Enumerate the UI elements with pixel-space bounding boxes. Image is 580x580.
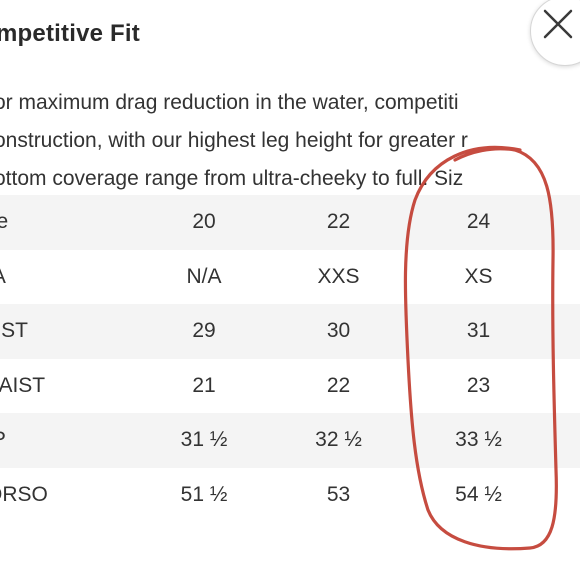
table-cell: XXS — [317, 264, 360, 288]
table-cell: 20 — [162, 195, 246, 250]
table-row: VAIST 21 22 23 — [0, 359, 580, 414]
table-row: /A N/A XXS XS — [0, 250, 580, 305]
row-label: IP — [0, 413, 162, 468]
table-cell: N/A — [186, 264, 222, 288]
table-cell: 31 ½ — [162, 413, 246, 468]
table-cell: 21 — [192, 373, 216, 397]
table-row: ze 20 22 24 — [0, 195, 580, 250]
row-label: ORSO — [0, 482, 48, 506]
close-icon — [543, 9, 573, 39]
table-cell: 32 ½ — [246, 413, 431, 468]
table-cell: 54 ½ — [455, 482, 502, 506]
row-label: VAIST — [0, 373, 46, 397]
table-cell: 22 — [326, 373, 351, 397]
table-cell: 30 — [246, 304, 431, 359]
description-line: ottom coverage range from ultra-cheeky t… — [0, 167, 464, 190]
table-row: UST 29 30 31 — [0, 304, 580, 359]
description-line: onstruction, with our highest leg height… — [0, 129, 468, 152]
table-cell: 33 ½ — [431, 413, 526, 468]
table-row: IP 31 ½ 32 ½ 33 ½ — [0, 413, 580, 468]
size-chart-table: ze 20 22 24 /A N/A XXS XS UST 29 30 31 V… — [0, 195, 580, 522]
table-cell: 22 — [246, 195, 431, 250]
description: or maximum drag reduction in the water, … — [0, 84, 580, 198]
table-cell: 53 — [326, 482, 351, 506]
page-title: mpetitive Fit — [0, 20, 140, 47]
table-row: ORSO 51 ½ 53 54 ½ — [0, 468, 580, 523]
description-line: or maximum drag reduction in the water, … — [0, 91, 459, 114]
table-cell: 24 — [431, 195, 526, 250]
close-button[interactable] — [530, 0, 580, 66]
row-label: UST — [0, 304, 162, 359]
table-cell: 29 — [162, 304, 246, 359]
row-label: ze — [0, 195, 162, 250]
table-cell: 31 — [431, 304, 526, 359]
row-label: /A — [0, 250, 162, 305]
table-cell: 51 ½ — [180, 482, 228, 506]
table-cell: 23 — [466, 373, 491, 397]
table-cell: XS — [464, 264, 493, 288]
